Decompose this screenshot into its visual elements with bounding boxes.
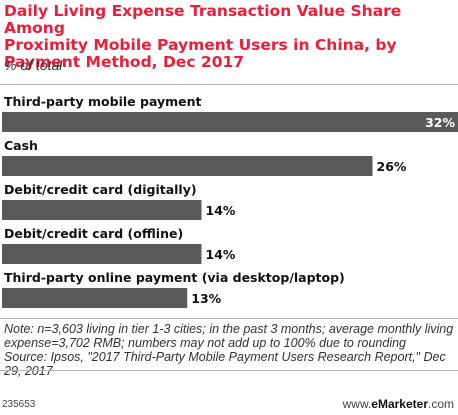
- footer-divider: [0, 370, 458, 371]
- value-label: 14%: [206, 203, 236, 218]
- chart-title: Daily Living Expense Transaction Value S…: [4, 2, 402, 71]
- note-text: Note: n=3,603 living in tier 1-3 cities;…: [4, 322, 454, 350]
- category-label: Debit/credit card (offline): [4, 226, 183, 241]
- category-label: Third-party mobile payment: [4, 94, 202, 109]
- bar: [2, 156, 373, 176]
- chart-subtitle: % of total: [4, 57, 63, 73]
- bar: [2, 288, 188, 308]
- brand-suffix: .com: [427, 397, 454, 411]
- bar: [2, 112, 458, 132]
- value-label: 13%: [191, 291, 221, 306]
- category-label: Debit/credit card (digitally): [4, 182, 197, 197]
- top-divider: [0, 84, 458, 85]
- value-label: 26%: [377, 159, 407, 174]
- category-label: Cash: [4, 138, 38, 153]
- brand-prefix: www.: [342, 397, 372, 411]
- source-text: Source: Ipsos, "2017 Third-Party Mobile …: [4, 350, 446, 378]
- brand-name: eMarketer: [371, 397, 428, 411]
- value-label: 14%: [206, 247, 236, 262]
- chart-id: 235653: [2, 399, 36, 410]
- chart-notes: Note: n=3,603 living in tier 1-3 cities;…: [4, 322, 456, 378]
- bar: [2, 200, 202, 220]
- category-label: Third-party online payment (via desktop/…: [4, 270, 345, 285]
- brand-logo: www.eMarketer.com: [343, 397, 454, 411]
- bar: [2, 244, 202, 264]
- bottom-divider: [0, 318, 458, 319]
- value-label: 32%: [425, 115, 455, 130]
